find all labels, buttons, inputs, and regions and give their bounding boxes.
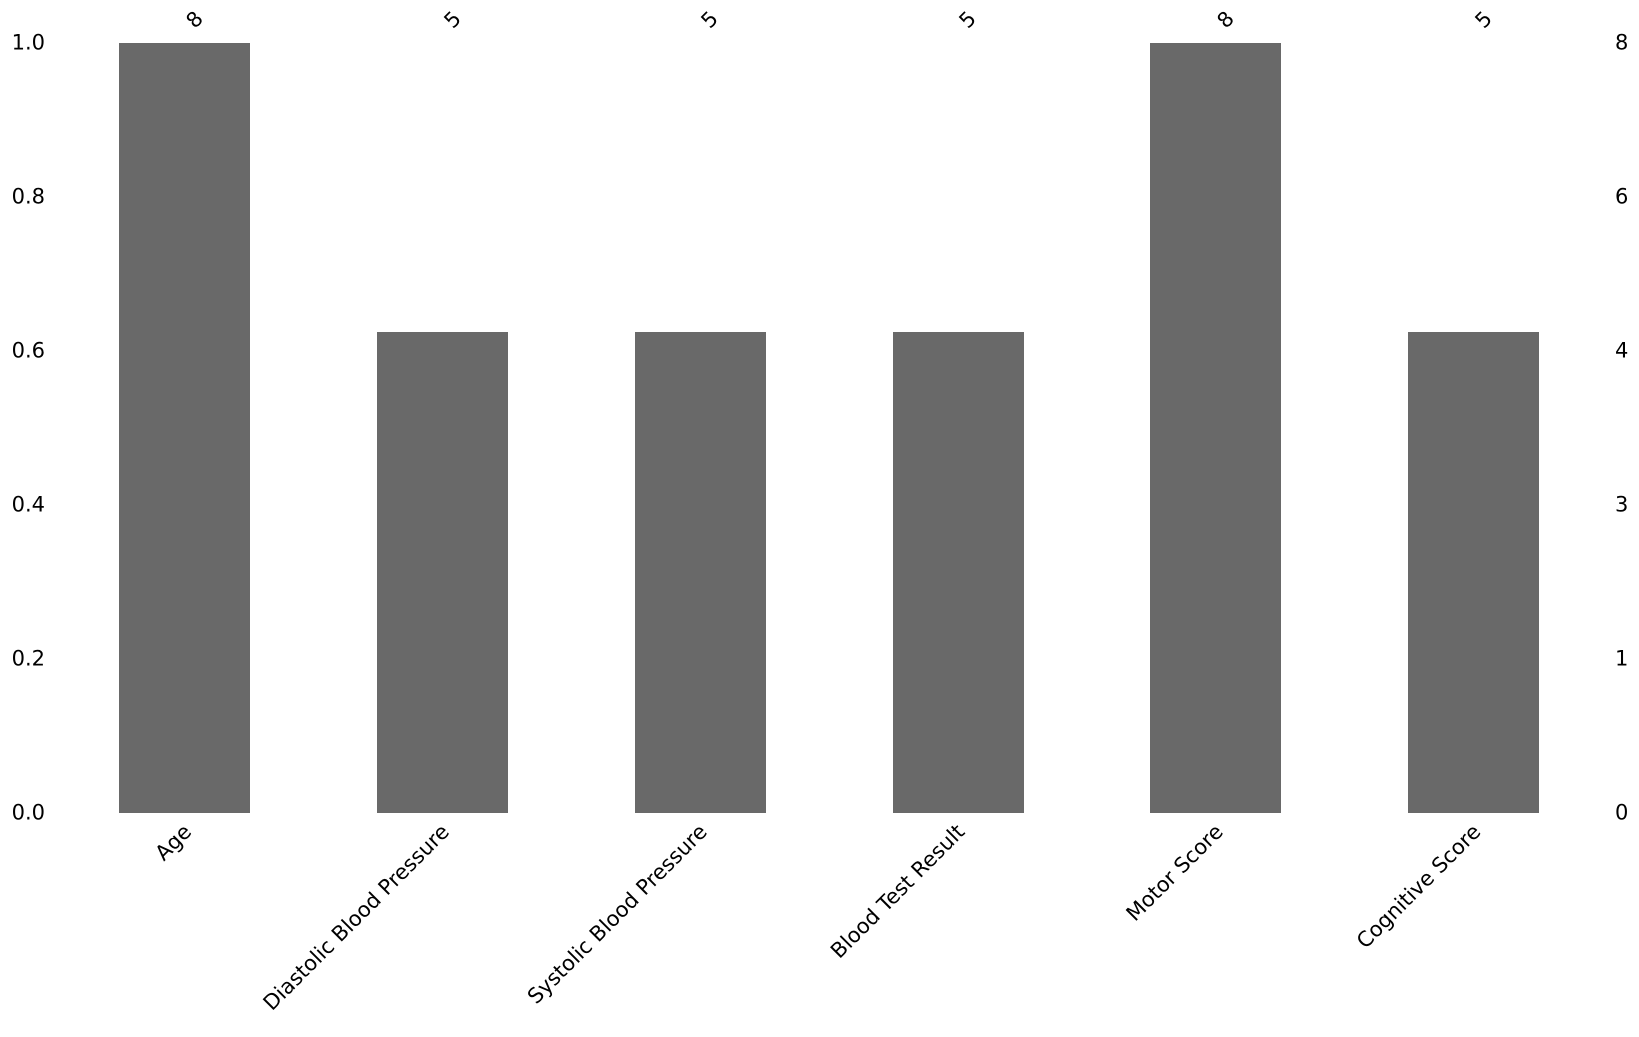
bar-value-label-age: 8 [181,6,208,33]
x-tick-label-motor-score: Motor Score [1121,819,1228,926]
bar-age [119,43,251,813]
bar-motor-score [1150,43,1282,813]
bar-value-label-blood-test-result: 5 [954,6,981,33]
x-tick-label-diastolic-blood-pressure: Diastolic Blood Pressure [258,819,455,1016]
bar-value-label-motor-score: 8 [1212,6,1239,33]
left-axis-tick-1.0: 1.0 [11,30,45,55]
left-axis-tick-0.2: 0.2 [11,646,45,671]
left-axis-tick-0.6: 0.6 [11,338,45,363]
bar-value-label-diastolic-blood-pressure: 5 [438,6,466,33]
x-tick-label-blood-test-result: Blood Test Result [826,819,970,964]
left-axis-tick-0.8: 0.8 [11,184,45,209]
bar-cognitive-score [1408,331,1540,813]
right-axis-tick-4: 4 [1615,338,1629,363]
right-axis-tick-3: 3 [1615,492,1629,517]
right-axis-tick-6: 6 [1615,184,1629,209]
right-axis-tick-0: 0 [1615,800,1629,825]
x-tick-label-cognitive-score: Cognitive Score [1351,819,1486,954]
right-axis-tick-1: 1 [1615,646,1629,671]
bar-blood-test-result [892,331,1024,813]
left-axis-tick-0.0: 0.0 [11,800,45,825]
bar-diastolic-blood-pressure [377,331,508,813]
x-tick-label-systolic-blood-pressure: Systolic Blood Pressure [522,819,712,1009]
left-axis-tick-0.4: 0.4 [11,492,45,517]
bar-value-label-systolic-blood-pressure: 5 [696,6,724,33]
bar-value-label-cognitive-score: 5 [1470,6,1497,33]
bar-systolic-blood-pressure [634,331,766,813]
x-tick-label-age: Age [150,819,197,866]
right-axis-tick-8: 8 [1615,30,1629,55]
